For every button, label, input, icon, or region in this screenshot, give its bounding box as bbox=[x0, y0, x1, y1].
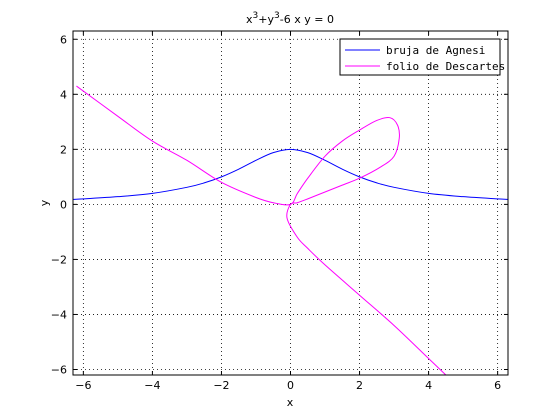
title-part-b: +y bbox=[258, 13, 274, 26]
x-axis-label: x bbox=[287, 396, 294, 409]
legend-label-folio: folio de Descartes bbox=[386, 60, 505, 73]
y-tick-label: 0 bbox=[60, 198, 67, 211]
title-part-a: x bbox=[246, 13, 253, 26]
y-tick-label: −2 bbox=[51, 253, 67, 266]
grid bbox=[73, 31, 508, 375]
series-line-1 bbox=[76, 85, 447, 375]
y-tick-label: −6 bbox=[51, 363, 67, 376]
x-tick-label: 4 bbox=[425, 379, 432, 392]
ticks: −6 −4 −2 0 2 4 6 −6 −4 −2 0 2 4 6 bbox=[51, 31, 508, 392]
x-tick-label: 0 bbox=[287, 379, 294, 392]
y-tick-label: 2 bbox=[60, 143, 67, 156]
x-tick-label: −2 bbox=[213, 379, 229, 392]
x-tick-label: 6 bbox=[494, 379, 501, 392]
title-sup-a: 3 bbox=[253, 11, 259, 21]
legend-box bbox=[339, 38, 501, 76]
y-tick-label: 4 bbox=[60, 88, 67, 101]
legend-label-bruja: bruja de Agnesi bbox=[386, 44, 485, 57]
chart-title: x3+y3-6 x y = 0 bbox=[246, 11, 334, 26]
x-tick-label: −6 bbox=[75, 379, 91, 392]
y-tick-label: 6 bbox=[60, 33, 67, 46]
x-tick-label: 2 bbox=[356, 379, 363, 392]
title-sup-b: 3 bbox=[274, 11, 280, 21]
title-part-c: -6 x y = 0 bbox=[280, 13, 334, 26]
series-line-0 bbox=[73, 148, 508, 200]
legend: bruja de Agnesi folio de Descartes bbox=[339, 38, 505, 76]
y-tick-label: −4 bbox=[51, 308, 67, 321]
y-axis-label: y bbox=[38, 199, 51, 206]
x-tick-label: −4 bbox=[144, 379, 160, 392]
series-group bbox=[73, 85, 508, 375]
